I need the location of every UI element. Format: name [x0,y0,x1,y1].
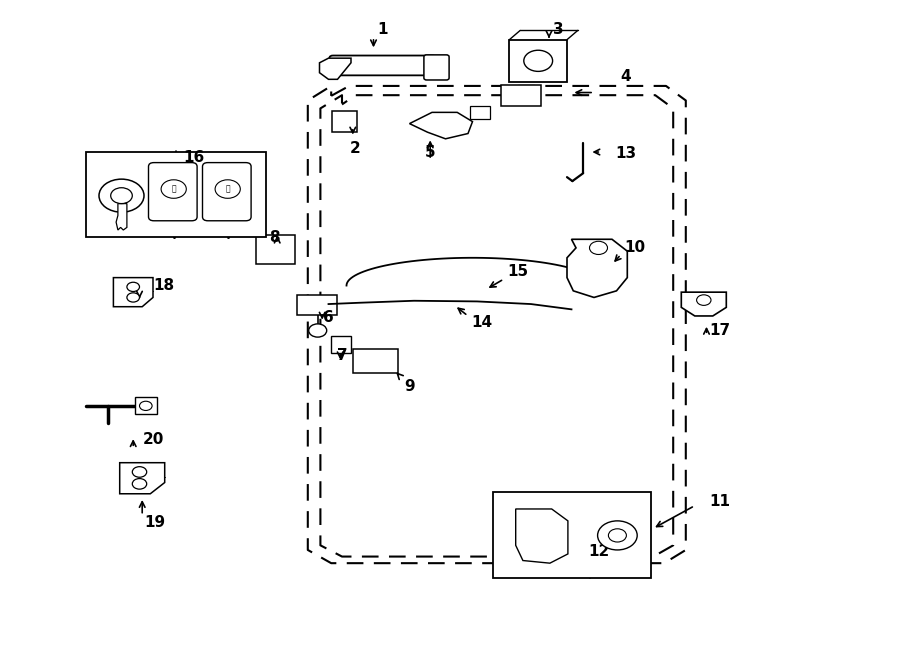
Bar [501,85,541,106]
Text: 6: 6 [323,310,334,325]
Text: 9: 9 [404,379,415,394]
Circle shape [161,180,186,198]
Polygon shape [567,239,627,297]
FancyBboxPatch shape [329,56,436,75]
FancyBboxPatch shape [148,163,197,221]
Polygon shape [516,509,568,563]
Text: 13: 13 [615,146,636,161]
Bar [256,235,295,264]
Bar [135,397,157,414]
Bar [332,111,357,132]
Bar [470,106,490,119]
Text: 3: 3 [553,22,563,37]
Circle shape [309,324,327,337]
Circle shape [132,467,147,477]
Bar [353,349,398,373]
Text: Ⓣ: Ⓣ [171,184,176,194]
Circle shape [598,521,637,550]
Text: 16: 16 [183,150,204,165]
Bar [86,152,266,237]
Text: 7: 7 [337,348,347,363]
Bar [509,40,567,82]
Text: 20: 20 [142,432,164,447]
Circle shape [127,282,140,292]
Bar [297,295,337,315]
Polygon shape [113,278,153,307]
Text: 8: 8 [269,231,280,245]
Polygon shape [410,112,472,139]
Circle shape [132,479,147,489]
Text: 19: 19 [144,515,166,529]
Polygon shape [320,58,351,79]
Polygon shape [120,463,165,494]
Circle shape [590,241,608,254]
Text: 5: 5 [425,145,436,159]
Polygon shape [681,292,726,316]
Text: 15: 15 [507,264,528,278]
Text: 11: 11 [709,494,731,508]
Circle shape [111,188,132,204]
Circle shape [697,295,711,305]
Bar [493,492,651,578]
Circle shape [215,180,240,198]
Text: 4: 4 [620,69,631,83]
Bar [331,336,351,353]
Circle shape [608,529,626,542]
Text: 17: 17 [709,323,731,338]
Text: 12: 12 [588,545,609,559]
Text: Ⓣ: Ⓣ [225,184,230,194]
FancyBboxPatch shape [202,163,251,221]
Circle shape [99,179,144,212]
Circle shape [524,50,553,71]
Text: 10: 10 [624,241,645,255]
Circle shape [140,401,152,410]
Circle shape [127,293,140,302]
FancyBboxPatch shape [424,55,449,80]
Text: 18: 18 [153,278,175,293]
Text: 1: 1 [377,22,388,37]
Text: 2: 2 [350,141,361,156]
Polygon shape [116,204,127,230]
Text: 14: 14 [471,315,492,330]
